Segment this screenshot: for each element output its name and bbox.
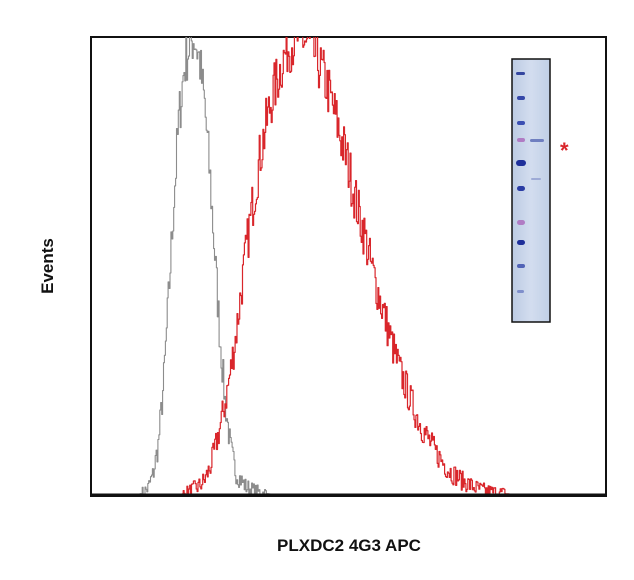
blot-band bbox=[517, 240, 525, 245]
blot-band bbox=[517, 264, 525, 268]
blot-band bbox=[517, 121, 525, 125]
western-blot-inset bbox=[511, 58, 551, 323]
annotation-asterisk: * bbox=[560, 138, 569, 163]
blot-band bbox=[516, 72, 525, 75]
blot-sample-lane bbox=[530, 139, 544, 180]
blot-band bbox=[517, 96, 525, 100]
blot-band-sample bbox=[531, 178, 541, 180]
isotype-control-histogram-line bbox=[134, 37, 287, 496]
blot-band bbox=[517, 186, 525, 191]
blot-band bbox=[516, 160, 526, 166]
blot-band bbox=[517, 220, 525, 225]
blot-band-sample bbox=[530, 139, 544, 142]
x-axis-label: PLXDC2 4G3 APC bbox=[277, 536, 421, 555]
blot-marker-lane bbox=[516, 72, 526, 293]
blot-band bbox=[517, 290, 524, 293]
blot-band bbox=[517, 138, 525, 142]
y-axis-label: Events bbox=[38, 238, 57, 294]
